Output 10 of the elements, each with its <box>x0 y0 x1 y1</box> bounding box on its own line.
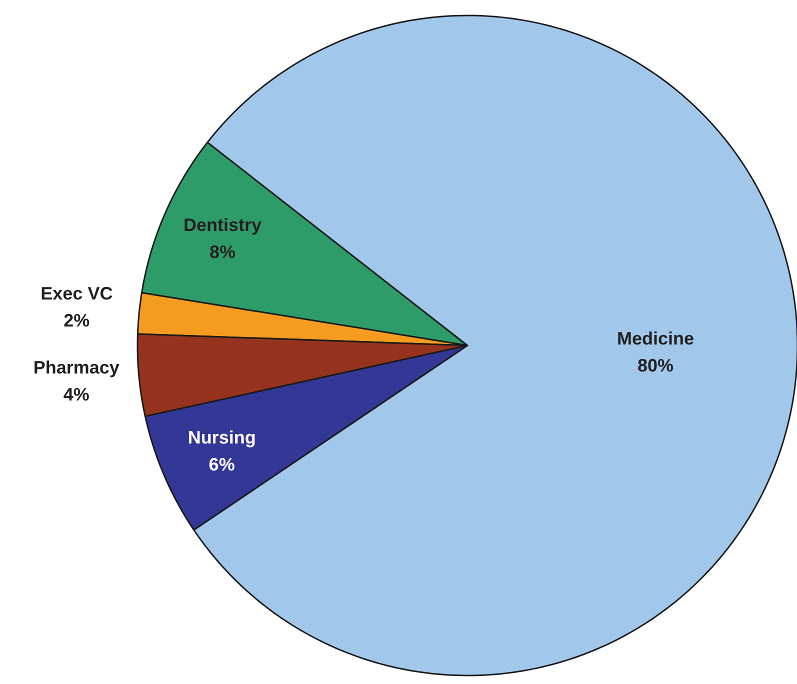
data-label: 6% <box>208 454 235 474</box>
slice-label: Dentistry <box>184 214 262 235</box>
slice-label: Nursing <box>188 427 256 448</box>
slice-label: Medicine <box>616 328 694 349</box>
data-label: 4% <box>63 384 90 405</box>
data-label: 8% <box>210 242 236 262</box>
data-label: 80% <box>637 356 674 376</box>
slice-label: Pharmacy <box>33 358 120 378</box>
data-label: 2% <box>64 310 90 331</box>
slice-label: Exec VC <box>40 284 113 304</box>
